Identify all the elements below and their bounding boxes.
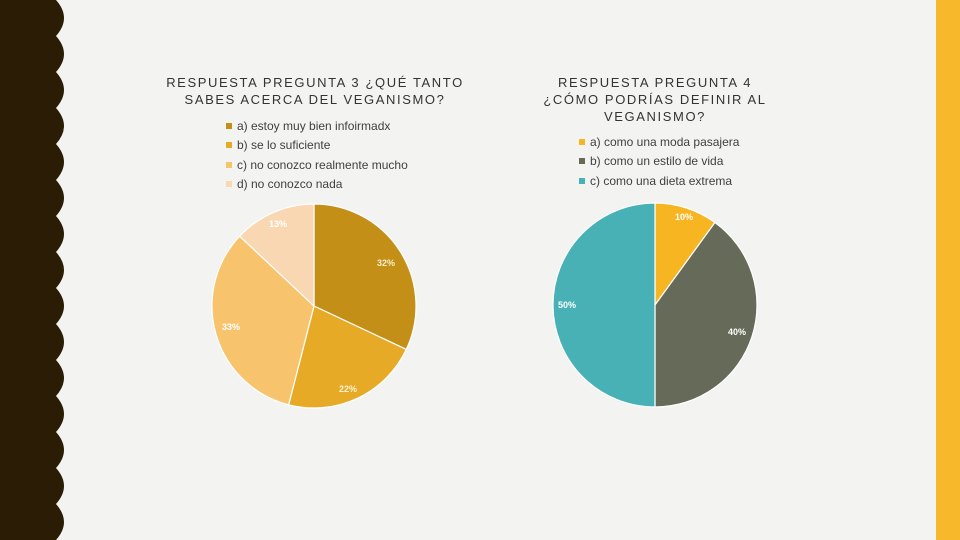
data-label: 22% (339, 384, 357, 394)
legend-label: c) como una dieta extrema (590, 173, 733, 188)
legend-swatch (579, 177, 585, 184)
left-decorative-band (0, 0, 70, 540)
data-label: 40% (728, 327, 746, 337)
legend-label: b) se lo suficiente (237, 138, 331, 153)
legend-item: a) estoy muy bien infoirmadx (226, 116, 408, 136)
legend-swatch (226, 161, 232, 168)
data-label: 32% (377, 258, 395, 268)
legend-item: a) como una moda pasajera (579, 132, 739, 152)
chart-1-legend: a) estoy muy bien infoirmadx b) se lo suf… (226, 116, 408, 194)
data-label: 50% (558, 300, 576, 310)
chart-2-pie: 10% 40% 50% (552, 202, 758, 408)
pie-slice (238, 203, 315, 308)
chart-2-legend: a) como una moda pasajera b) como un esti… (579, 132, 739, 191)
legend-label: c) no conozco realmente mucho (237, 157, 408, 172)
legend-label: a) estoy muy bien infoirmadx (237, 118, 391, 133)
legend-swatch (579, 138, 585, 145)
chart-2-title: RESPUESTA PREGUNTA 4 ¿CÓMO PODRÍAS DEFIN… (543, 75, 767, 124)
legend-swatch (579, 158, 585, 165)
legend-label: a) como una moda pasajera (590, 134, 740, 149)
legend-item: c) no conozco realmente mucho (226, 155, 408, 175)
legend-item: c) como una dieta extrema (579, 171, 739, 191)
data-label: 10% (675, 212, 693, 222)
chart-1-title: RESPUESTA PREGUNTA 3 ¿QUÉ TANTO SABES AC… (166, 75, 464, 107)
data-label: 13% (269, 219, 287, 229)
pie-slice (211, 235, 315, 406)
legend-label: d) no conozco nada (237, 177, 343, 192)
legend-swatch (226, 122, 232, 129)
legend-label: b) como un estilo de vida (590, 154, 724, 169)
pie-slice (552, 202, 656, 408)
legend-item: b) se lo suficiente (226, 136, 408, 156)
legend-item: d) no conozco nada (226, 175, 408, 195)
legend-item: b) como un estilo de vida (579, 152, 739, 172)
wavy-edge (0, 0, 64, 540)
legend-swatch (226, 181, 232, 188)
pie-slice (313, 203, 417, 351)
data-label: 33% (222, 322, 240, 332)
right-decorative-band (936, 0, 960, 540)
pie-slice (654, 221, 758, 408)
legend-swatch (226, 142, 232, 149)
chart-1-pie: 32% 22% 33% 13% (211, 203, 417, 409)
pie-slice (287, 305, 408, 409)
